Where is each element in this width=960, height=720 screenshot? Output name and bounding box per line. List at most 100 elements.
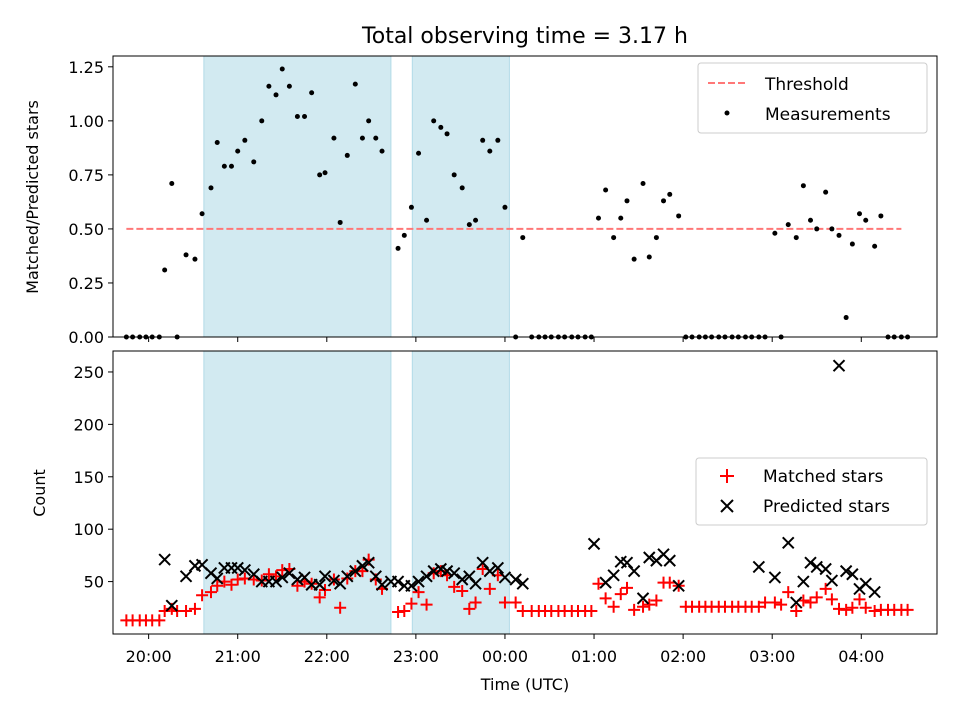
predicted-star-point: [313, 578, 326, 591]
predicted-star-point: [790, 596, 803, 609]
predicted-star-point: [356, 559, 369, 573]
matched-star-point: [790, 604, 803, 617]
x-tick-label: 23:00: [393, 647, 439, 666]
predicted-star-point: [643, 551, 656, 564]
measurement-point: [785, 222, 791, 228]
predicted-star-point: [804, 556, 817, 569]
top-y-axis-title: Matched/Predicted stars: [23, 100, 42, 294]
y-tick-label: 100: [73, 520, 104, 539]
matched-star-point: [637, 600, 650, 613]
x-axis-title: Time (UTC): [480, 675, 569, 694]
y-tick-label: 200: [73, 415, 104, 434]
measurement-point: [192, 256, 198, 262]
matched-star-point: [752, 600, 765, 613]
matched-star-point: [456, 585, 469, 598]
predicted-star-point: [238, 563, 252, 577]
y-tick-label: 0.75: [68, 166, 104, 185]
top-x-axis-ticks: [148, 337, 862, 342]
matched-star-point: [592, 577, 605, 590]
measurement-point: [337, 219, 343, 225]
y-tick-label: 0.25: [68, 274, 104, 293]
matched-star-point: [840, 603, 853, 616]
matched-star-point: [810, 591, 823, 604]
predicted-legend-label: Predicted stars: [763, 497, 890, 517]
threshold-legend-label: Threshold: [764, 75, 849, 95]
predicted-star-point: [179, 570, 193, 583]
measurement-point: [849, 241, 855, 247]
measurement-point: [872, 243, 878, 249]
predicted-star-point: [158, 553, 171, 566]
matched-star-point: [775, 598, 788, 611]
measurement-point: [395, 245, 401, 251]
measurement-point: [808, 217, 814, 223]
measurement-point: [359, 135, 365, 141]
ratio-panel: 0.00 0.25 0.50 0.75 1.00 1.25 Matched/Predict…: [23, 55, 938, 347]
measurement-point: [653, 235, 659, 241]
matched-star-point: [498, 596, 511, 609]
measurement-point: [317, 172, 323, 178]
bottom-x-axis-ticks: 20:00 21:00 22:00 23:00 00:00 01:00 02:00 03:00…: [126, 634, 884, 666]
matched-star-point: [620, 581, 633, 594]
measurement-point: [502, 204, 508, 210]
predicted-star-point: [498, 571, 512, 584]
predicted-star-point: [752, 560, 766, 574]
matched-star-point: [782, 586, 795, 599]
measurement-point: [640, 181, 646, 187]
x-tick-label: 22:00: [304, 647, 350, 666]
measurement-point: [863, 217, 869, 223]
measurement-point: [379, 148, 385, 154]
predicted-star-point: [846, 568, 859, 581]
bottom-y-axis-ticks: 50 100 150 200 250: [73, 363, 113, 592]
measurement-point: [416, 150, 422, 156]
y-tick-label: 50: [84, 573, 104, 592]
measurement-point: [495, 137, 501, 143]
matched-stars-points: [120, 553, 914, 627]
matched-star-point: [398, 604, 411, 617]
measurement-point: [331, 135, 337, 141]
x-tick-label: 01:00: [571, 647, 617, 666]
matched-star-point: [405, 597, 418, 610]
matched-star-point: [833, 602, 846, 615]
predicted-star-point: [825, 574, 839, 587]
matched-star-point: [434, 565, 447, 578]
predicted-star-point: [369, 570, 382, 583]
predicted-star-point: [587, 537, 601, 551]
measurement-point: [480, 137, 486, 143]
y-tick-label: 250: [73, 363, 104, 382]
measurement-point: [309, 90, 315, 96]
measurement-point: [772, 230, 778, 236]
matched-star-point: [158, 604, 171, 617]
predicted-star-point: [607, 569, 620, 582]
matched-star-point: [599, 592, 612, 605]
predicted-star-point: [269, 575, 283, 588]
measurement-point: [294, 114, 300, 120]
y-tick-label: 150: [73, 468, 104, 487]
measurement-point: [424, 217, 430, 223]
matched-star-point: [180, 604, 193, 617]
matched-star-point: [211, 579, 224, 592]
measurement-point: [520, 235, 526, 241]
predicted-star-point: [231, 561, 244, 575]
measurement-point: [595, 215, 601, 221]
matched-star-point: [188, 602, 201, 615]
x-tick-label: 21:00: [215, 647, 261, 666]
predicted-star-point: [810, 560, 823, 574]
predicted-star-point: [440, 564, 454, 578]
measurement-point: [438, 124, 444, 130]
predicted-star-point: [420, 570, 433, 583]
measurement-point: [843, 315, 849, 321]
matched-star-point: [392, 605, 405, 618]
measurement-point: [631, 256, 637, 262]
bottom-plot-frame: [112, 350, 938, 635]
matched-star-point: [334, 601, 347, 614]
x-tick-label: 02:00: [660, 647, 706, 666]
predicted-star-point: [405, 579, 418, 592]
measurement-point: [373, 135, 379, 141]
matched-star-point: [420, 598, 433, 611]
measurement-point: [836, 232, 842, 238]
x-tick-label: 00:00: [482, 647, 528, 666]
predicted-star-point: [341, 570, 354, 583]
top-legend-box: [697, 62, 928, 134]
measurement-point: [800, 183, 806, 189]
